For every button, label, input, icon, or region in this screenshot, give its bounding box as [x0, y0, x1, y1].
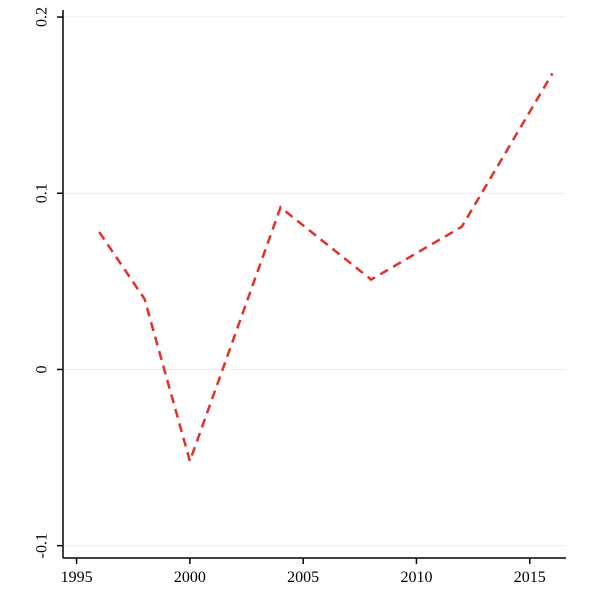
y-tick-label: 0.2: [34, 7, 51, 27]
x-tick-label: 2015: [514, 569, 546, 586]
y-tick-label: -0.1: [34, 533, 51, 558]
x-tick-label: 2010: [400, 569, 432, 586]
x-tick-label: 2000: [174, 569, 206, 586]
y-tick-label: 0: [34, 365, 51, 373]
x-tick-label: 1995: [61, 569, 93, 586]
y-tick-label: 0.1: [34, 183, 51, 203]
line: [98, 72, 554, 466]
x-tick-label: 2005: [287, 569, 319, 586]
